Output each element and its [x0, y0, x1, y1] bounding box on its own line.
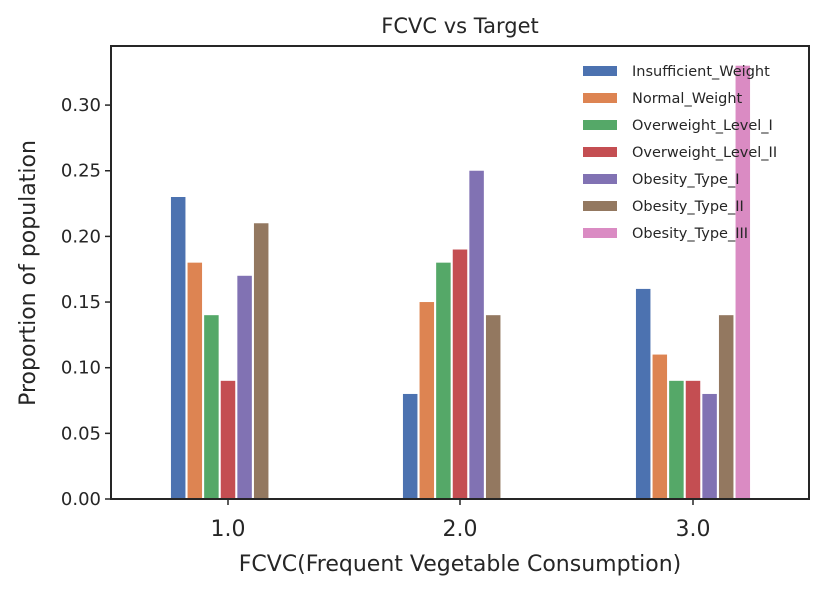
- bar-obesity-type-ii-2.0: [485, 315, 501, 499]
- y-tick-label: 0.30: [61, 95, 101, 116]
- bar-insufficient-weight-2.0: [402, 393, 418, 499]
- y-tick-label: 0.10: [61, 358, 101, 379]
- bar-normal-weight-1.0: [187, 262, 203, 499]
- legend-entry-label: Normal_Weight: [632, 91, 743, 107]
- plot-frame: [110, 45, 810, 500]
- bar-obesity-type-i-3.0: [702, 393, 717, 499]
- bar-obesity-type-ii-1.0: [253, 223, 269, 499]
- legend-swatch: [583, 174, 617, 184]
- bar-obesity-type-i-1.0: [237, 275, 252, 499]
- legend-swatch: [583, 228, 617, 238]
- bar-overweight-level-i-1.0: [204, 315, 219, 499]
- y-axis-label: Proportion of population: [16, 140, 41, 406]
- legend-swatch: [583, 147, 617, 157]
- bar-obesity-type-i-2.0: [469, 170, 484, 499]
- bar-overweight-level-ii-2.0: [452, 249, 468, 499]
- legend-entry-label: Obesity_Type_II: [632, 199, 744, 215]
- bar-overweight-level-i-3.0: [669, 380, 684, 499]
- x-axis: 1.0 2.0 3.0: [211, 499, 711, 542]
- bar-overweight-level-i-2.0: [436, 262, 451, 499]
- legend-swatch: [583, 120, 617, 130]
- plot-area: [170, 65, 751, 500]
- x-tick-label: 2.0: [443, 517, 478, 542]
- y-tick-label: 0.00: [61, 489, 101, 510]
- x-tick-label: 1.0: [211, 517, 246, 542]
- bar-overweight-level-ii-1.0: [220, 380, 236, 499]
- legend-entry-label: Obesity_Type_III: [632, 226, 748, 242]
- legend-entry-label: Overweight_Level_I: [632, 118, 773, 134]
- x-tick-label: 3.0: [676, 517, 711, 542]
- y-axis: 0.00 0.05 0.10 0.15 0.20 0.25 0.30: [61, 95, 111, 510]
- chart-title: FCVC vs Target: [381, 14, 538, 38]
- legend-entry-label: Insufficient_Weight: [632, 64, 770, 80]
- x-axis-label: FCVC(Frequent Vegetable Consumption): [239, 552, 682, 577]
- bar-obesity-type-ii-3.0: [718, 315, 734, 499]
- bar-overweight-level-ii-3.0: [685, 380, 701, 499]
- y-tick-label: 0.05: [61, 423, 101, 444]
- y-tick-label: 0.25: [61, 161, 101, 182]
- legend-swatch: [583, 201, 617, 211]
- bar-normal-weight-3.0: [652, 354, 668, 499]
- y-tick-label: 0.20: [61, 226, 101, 247]
- bar-insufficient-weight-3.0: [635, 288, 651, 499]
- bar-normal-weight-2.0: [419, 302, 435, 499]
- legend-swatch: [583, 93, 617, 103]
- legend-swatch: [583, 66, 617, 76]
- legend: Insufficient_Weight Normal_Weight Overweig…: [583, 64, 777, 242]
- bar-obesity-type-iii-3.0: [735, 65, 751, 500]
- legend-entry-label: Overweight_Level_II: [632, 145, 777, 161]
- legend-entry-label: Obesity_Type_I: [632, 172, 739, 188]
- y-tick-label: 0.15: [61, 292, 101, 313]
- bar-insufficient-weight-1.0: [170, 197, 186, 499]
